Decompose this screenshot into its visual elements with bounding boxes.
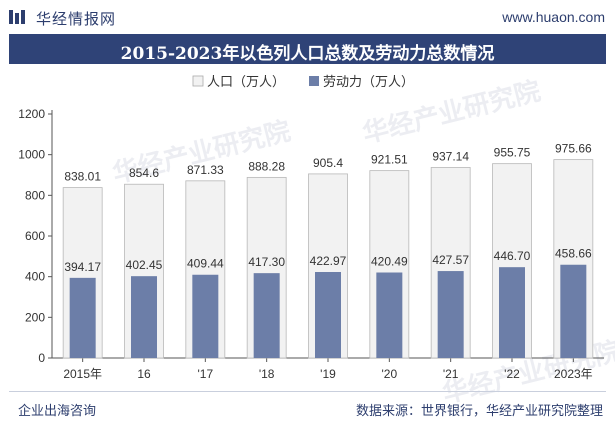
footer-note: 企业出海咨询	[18, 403, 97, 418]
x-tick-label: '20	[382, 367, 398, 381]
data-label-population: 838.01	[64, 170, 101, 184]
title-bar: 2015-2023年以色列人口总数及劳动力总数情况	[9, 34, 606, 64]
data-label-labor: 446.70	[494, 249, 531, 263]
data-label-population: 854.6	[129, 166, 159, 180]
bars	[62, 159, 594, 359]
legend-label-population: 人口（万人）	[207, 74, 285, 89]
data-label-population: 888.28	[248, 159, 285, 173]
x-tick-label: 2023年	[554, 367, 593, 381]
data-label-population: 921.51	[371, 153, 408, 167]
footer-divider	[9, 391, 606, 392]
bar-labor	[131, 276, 157, 358]
logo-icon	[9, 10, 25, 24]
data-source: 数据来源：世界银行，华经产业研究院整理	[355, 403, 603, 418]
x-tick-label: '22	[504, 367, 520, 381]
data-label-labor: 422.97	[310, 254, 347, 268]
data-label-population: 955.75	[494, 146, 531, 160]
bar-labor	[437, 271, 464, 358]
data-label-labor: 417.30	[248, 255, 285, 269]
data-label-labor: 458.66	[555, 247, 592, 261]
data-label-population: 871.33	[187, 163, 224, 177]
data-label-labor: 420.49	[371, 255, 408, 269]
data-labels: 838.01 394.17 854.6 402.45 871.33 409.44 888.2…	[64, 142, 592, 274]
data-label-labor: 394.17	[64, 260, 101, 274]
chart-title: 2015-2023年以色列人口总数及劳动力总数情况	[120, 44, 495, 64]
y-tick-label: 600	[25, 229, 45, 243]
bar-labor	[376, 272, 403, 358]
brand-name: 华经情报网	[36, 11, 117, 28]
y-tick-label: 200	[25, 310, 45, 324]
top-bar: 华经情报网 www.huaon.com	[0, 0, 615, 34]
bar-labor	[192, 274, 219, 358]
site-url[interactable]: www.huaon.com	[502, 9, 605, 25]
y-tick-label: 1000	[18, 148, 45, 162]
legend-swatch-labor	[309, 76, 319, 86]
legend-label-labor: 劳动力（万人）	[323, 74, 414, 89]
data-label-labor: 409.44	[187, 257, 224, 271]
y-tick-label: 800	[25, 188, 45, 202]
bar-labor	[69, 277, 96, 358]
x-tick-label: '18	[259, 367, 275, 381]
y-tick-label: 0	[38, 351, 45, 365]
data-label-labor: 427.57	[432, 253, 469, 267]
x-tick-label: 16	[137, 367, 151, 381]
x-tick-label: '17	[198, 367, 214, 381]
data-label-population: 975.66	[555, 142, 592, 156]
y-tick-label: 400	[25, 270, 45, 284]
bar-labor	[253, 273, 280, 358]
bar-labor	[560, 264, 587, 358]
data-label-labor: 402.45	[126, 258, 163, 272]
axes: 0 200 400 600 800 1000 1200 2015年 16 '17 '18 '19 '20…	[18, 107, 604, 381]
x-tick-label: '19	[320, 367, 336, 381]
x-tick-label: '21	[443, 367, 459, 381]
legend: 人口（万人） 劳动力（万人）	[192, 74, 414, 89]
data-label-population: 937.14	[432, 149, 469, 163]
bar-chart: 人口（万人） 劳动力（万人） 0 200 400 600 800 1000 1200 2015…	[18, 74, 604, 381]
legend-swatch-population	[192, 75, 204, 87]
x-tick-label: 2015年	[63, 367, 102, 381]
bar-labor	[315, 271, 341, 358]
bar-labor	[499, 267, 525, 358]
data-label-population: 905.4	[313, 156, 343, 170]
y-tick-label: 1200	[18, 107, 45, 121]
